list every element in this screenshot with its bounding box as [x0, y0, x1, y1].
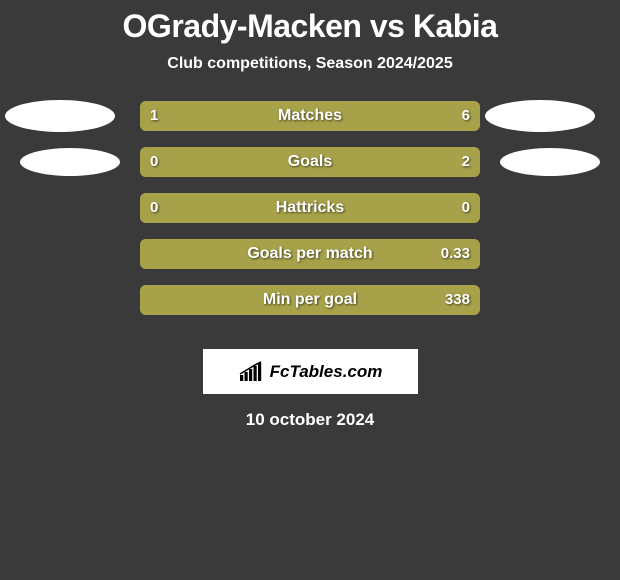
stat-value-right: 6	[462, 101, 470, 131]
stat-row: Hattricks0 0	[140, 193, 480, 223]
bars-container: Matches16Goals02Hattricks00Goals per mat…	[140, 101, 480, 331]
stat-label: Goals per match	[140, 239, 480, 269]
stat-label: Min per goal	[140, 285, 480, 315]
stat-label: Matches	[140, 101, 480, 131]
player-photo-placeholder	[485, 100, 595, 132]
stat-label: Hattricks	[140, 193, 480, 223]
stat-row: Goals per match0.33	[140, 239, 480, 269]
stat-value-left: 1	[150, 101, 158, 131]
stat-row: Goals0 2	[140, 147, 480, 177]
stat-value-right: 2	[462, 147, 470, 177]
stat-row: Min per goal338	[140, 285, 480, 315]
comparison-chart: Matches16Goals02Hattricks00Goals per mat…	[0, 101, 620, 331]
stat-label: Goals	[140, 147, 480, 177]
page-title: OGrady-Macken vs Kabia	[0, 0, 620, 45]
brand-badge: FcTables.com	[203, 349, 418, 394]
stat-value-right: 338	[445, 285, 470, 315]
footer-date: 10 october 2024	[0, 410, 620, 430]
player-photo-placeholder	[5, 100, 115, 132]
bar-chart-icon	[238, 361, 266, 383]
page-subtitle: Club competitions, Season 2024/2025	[0, 55, 620, 73]
stat-value-right: 0.33	[441, 239, 470, 269]
stat-value-left: 0	[150, 193, 158, 223]
player-photo-placeholder	[20, 148, 120, 176]
stat-value-right: 0	[462, 193, 470, 223]
player-photo-placeholder	[500, 148, 600, 176]
stat-row: Matches1 6	[140, 101, 480, 131]
brand-text: FcTables.com	[270, 362, 383, 382]
stat-value-left: 0	[150, 147, 158, 177]
